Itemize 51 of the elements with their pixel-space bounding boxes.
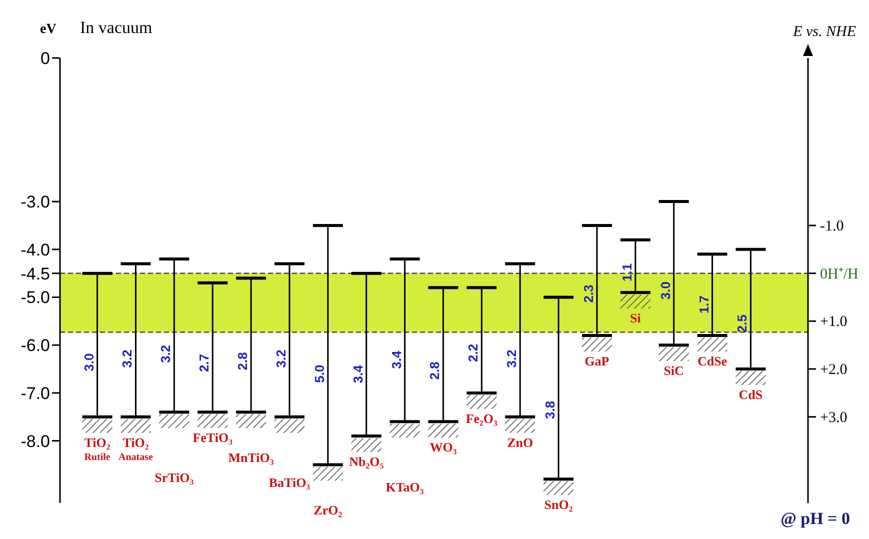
data-label: 3.0 bbox=[81, 353, 96, 372]
x-tick-label: ZnO bbox=[507, 434, 534, 450]
data-label: 2.7 bbox=[196, 354, 212, 372]
x-tick-label: CdSe bbox=[697, 354, 728, 369]
text: @ pH = 0 bbox=[780, 509, 850, 528]
data-label: 3.2 bbox=[120, 350, 135, 368]
y-tick-label: -4.5 bbox=[20, 264, 50, 284]
y2-axis-title: E vs. NHE bbox=[792, 24, 856, 40]
y2-tick-label: 0H⁺/H bbox=[820, 266, 858, 282]
y-tick-label: -5.0 bbox=[20, 288, 50, 308]
data-label: 2.8 bbox=[427, 362, 442, 380]
x-tick-label: Nb₂O₅ bbox=[349, 454, 384, 470]
x-tick-label: SnO₂ bbox=[544, 497, 573, 512]
data-label: 2.3 bbox=[580, 284, 596, 303]
data-label: 5.0 bbox=[312, 364, 327, 383]
x-tick-label: MnTiO₃ bbox=[228, 450, 274, 466]
y-tick-label: -7.0 bbox=[20, 384, 50, 403]
y2-tick-label: -1.0 bbox=[820, 218, 844, 234]
data-label: 2.2 bbox=[466, 344, 481, 362]
x-tick-label: Fe₂O₃ bbox=[466, 410, 498, 426]
x-tick-label: CdS bbox=[738, 387, 763, 402]
data-label: 3.2 bbox=[273, 350, 288, 368]
x-tick-label: WO₃ bbox=[430, 440, 457, 455]
data-label: 1.1 bbox=[619, 263, 634, 282]
y2-tick-label: +2.0 bbox=[820, 362, 848, 378]
x-tick-label: SiC bbox=[664, 363, 684, 378]
x-tick-label: KTaO₃ bbox=[386, 480, 424, 495]
x-tick-label: Si bbox=[630, 310, 642, 326]
data-label: 2.8 bbox=[235, 352, 250, 370]
x-tick-label: ZrO₂ bbox=[314, 502, 342, 518]
data-label: 1.7 bbox=[696, 296, 712, 314]
data-label: 3.2 bbox=[504, 350, 520, 368]
y-tick-label: -8.0 bbox=[20, 432, 50, 451]
y-tick-label: -3.0 bbox=[20, 192, 50, 212]
y-tick-label: -4.0 bbox=[20, 240, 50, 260]
x-tick-label: BaTiO₃ bbox=[268, 474, 310, 490]
x-tick-label: FeTiO₃ bbox=[192, 430, 233, 446]
data-label: 2.5 bbox=[734, 314, 750, 333]
chart-title: In vacuum bbox=[80, 18, 152, 37]
data-label: 3.0 bbox=[658, 282, 673, 300]
x-tick-label: GaP bbox=[584, 354, 610, 369]
y2-tick-label: +1.0 bbox=[820, 314, 848, 330]
y-tick-label: -6.0 bbox=[20, 336, 50, 356]
data-label: 3.8 bbox=[542, 400, 558, 420]
x-tick-label: SrTiO₃ bbox=[154, 470, 194, 486]
data-label: 3.4 bbox=[388, 350, 404, 369]
data-label: 3.2 bbox=[158, 344, 174, 363]
y-tick-label: 0 bbox=[40, 49, 50, 68]
y2-tick-label: +3.0 bbox=[820, 410, 848, 426]
y-axis-title: eV bbox=[40, 22, 56, 37]
data-label: 3.4 bbox=[350, 364, 366, 384]
